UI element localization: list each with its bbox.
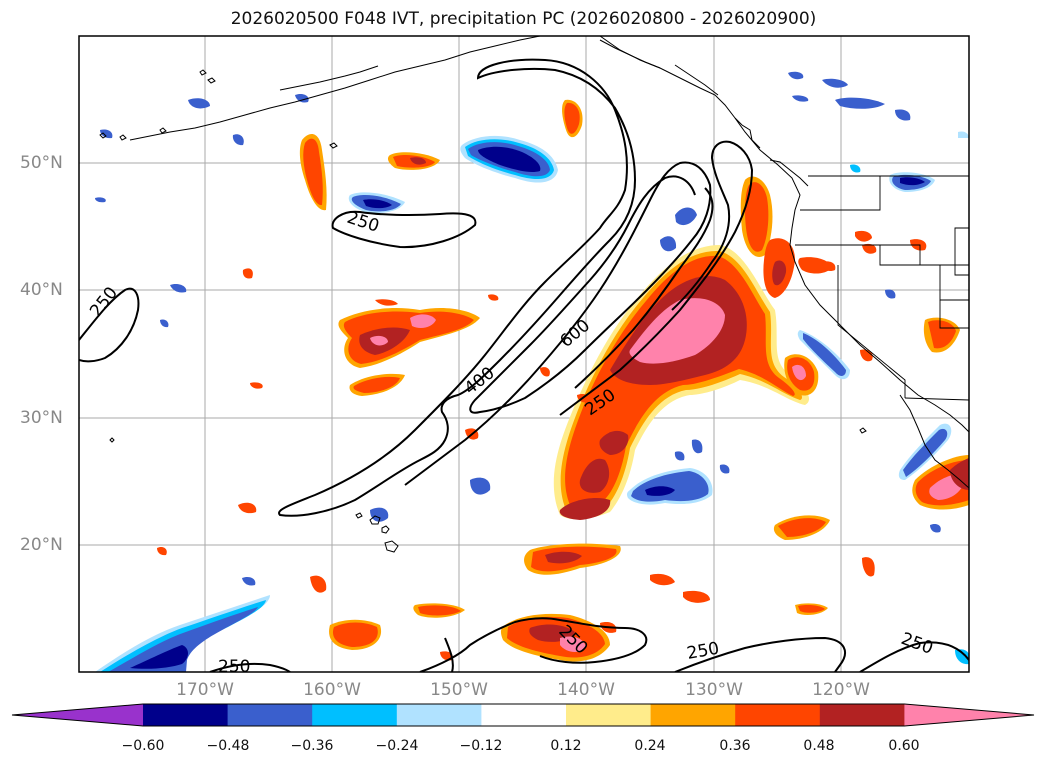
colorbar-tick-label: −0.24 (375, 738, 419, 754)
precip-positive-main (553, 245, 810, 520)
colorbar-swatch (312, 704, 398, 726)
coastlines (99, 36, 969, 553)
lon-tick-label: 140°W (557, 680, 615, 700)
colorbar-outline (11, 703, 1035, 727)
lat-tick-label: 40°N (20, 280, 63, 300)
colorbar-tick-label: 0.48 (803, 738, 835, 754)
map-content: 250 250 400 600 250 250 250 250 250 (79, 36, 969, 677)
colorbar-swatch (566, 704, 652, 726)
colorbar-swatch (227, 704, 313, 726)
colorbar-tick-label: −0.60 (121, 738, 165, 754)
colorbar (11, 703, 1035, 727)
colorbar-tick-label: −0.48 (206, 738, 250, 754)
figure-title: 2026020500 F048 IVT, precipitation PC (2… (230, 9, 817, 29)
colorbar-swatch (396, 704, 482, 726)
contour-label: 250 (685, 639, 720, 664)
lat-tick-label: 20°N (20, 535, 63, 555)
ivt-contours (79, 58, 969, 672)
colorbar-swatch (143, 704, 229, 726)
contour-label: 400 (461, 363, 499, 399)
lon-tick-label: 120°W (812, 680, 870, 700)
map-frame (78, 35, 970, 673)
lon-tick-label: 150°W (430, 680, 488, 700)
colorbar-tick-label: 0.24 (634, 738, 666, 754)
colorbar-extend-max (904, 704, 1034, 726)
contour-label: 250 (898, 629, 935, 659)
colorbar-swatch (735, 704, 821, 726)
precip-negative (95, 71, 969, 672)
lon-tick-label: 170°W (176, 680, 234, 700)
colorbar-swatch (481, 704, 567, 726)
colorbar-swatch (819, 704, 905, 726)
contour-label: 250 (86, 283, 122, 321)
colorbar-tick-label: −0.12 (459, 738, 503, 754)
colorbar-tick-label: 0.60 (888, 738, 920, 754)
colorbar-tick-label: 0.12 (550, 738, 582, 754)
borders (795, 175, 969, 401)
colorbar-swatch (650, 704, 736, 726)
lat-tick-label: 50°N (20, 153, 63, 173)
lon-tick-label: 130°W (685, 680, 743, 700)
colorbar-extend-min (12, 704, 143, 726)
lat-tick-label: 30°N (20, 408, 63, 428)
lon-tick-label: 160°W (303, 680, 361, 700)
colorbar-tick-label: −0.36 (290, 738, 334, 754)
contour-label: 250 (218, 657, 250, 677)
precip-positive-patches (157, 99, 969, 662)
colorbar-tick-label: 0.36 (719, 738, 751, 754)
